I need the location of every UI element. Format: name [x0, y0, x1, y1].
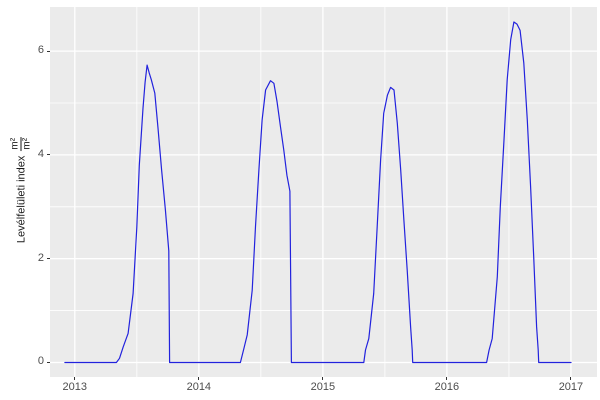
y-tick-label: 6 [37, 44, 44, 57]
x-tick-label: 2013 [62, 381, 88, 393]
y-tick-mark [47, 258, 50, 260]
lai-line-series [64, 21, 572, 364]
x-tick-mark [74, 377, 76, 380]
y-tick-mark [47, 50, 50, 52]
y-axis-title-text: Levélfelületi index [15, 155, 27, 244]
x-tick-label: 2017 [558, 381, 584, 393]
y-tick-label: 2 [37, 251, 44, 264]
x-tick-label: 2016 [434, 381, 460, 393]
y-tick-label: 4 [37, 147, 44, 160]
x-tick-mark [322, 377, 324, 380]
x-tick-label: 2015 [310, 381, 336, 393]
x-tick-mark [198, 377, 200, 380]
x-tick-label: 2014 [186, 381, 212, 393]
y-tick-mark [47, 361, 50, 363]
y-tick-mark [47, 154, 50, 156]
y-tick-label: 0 [37, 355, 44, 368]
x-tick-mark [446, 377, 448, 380]
plot-svg [50, 7, 597, 377]
x-tick-mark [570, 377, 572, 380]
plot-panel [50, 7, 597, 377]
gridlines-major [50, 7, 597, 377]
